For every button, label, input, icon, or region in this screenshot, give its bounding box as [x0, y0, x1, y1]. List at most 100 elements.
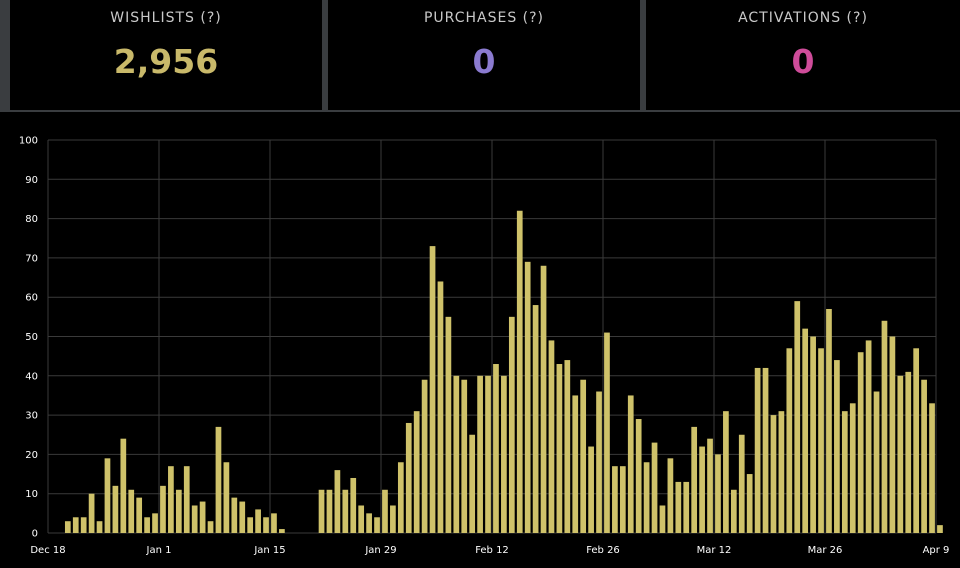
bar: [707, 438, 713, 533]
x-tick-label: Mar 26: [808, 545, 843, 556]
bar: [588, 446, 594, 533]
y-tick-label: 0: [32, 529, 38, 540]
bar: [929, 403, 935, 533]
bar: [80, 517, 87, 533]
bar: [865, 340, 872, 533]
bar: [231, 497, 238, 533]
x-tick-label: Jan 15: [253, 545, 285, 556]
bar: [596, 391, 602, 533]
bar: [72, 517, 79, 533]
y-tick-label: 50: [25, 332, 38, 343]
wishlists-value: 2,956: [113, 42, 219, 81]
bar: [366, 513, 372, 533]
x-tick-label: Jan 29: [364, 545, 396, 556]
bar: [382, 489, 388, 533]
bar: [699, 446, 705, 533]
bar: [421, 379, 428, 533]
activations-value: 0: [791, 42, 815, 81]
bar: [572, 395, 579, 533]
bar: [723, 411, 729, 533]
bar: [445, 316, 452, 533]
bar: [913, 348, 920, 533]
bar: [453, 375, 460, 533]
bar: [683, 481, 690, 533]
bar: [770, 415, 777, 533]
bar: [532, 305, 539, 533]
purchases-stat: PURCHASES (?) 0: [328, 0, 640, 110]
bar: [255, 509, 261, 533]
bar: [786, 348, 793, 533]
bar: [485, 375, 491, 533]
bar: [873, 391, 880, 533]
bar: [461, 379, 468, 533]
y-tick-label: 100: [19, 136, 38, 147]
bar: [580, 379, 587, 533]
bar: [730, 489, 737, 533]
bar: [88, 493, 95, 533]
bar-chart-svg: 0 10 20 30 40 50 60 70 80 90 100 Dec 18 Jan 1 Jan 15 J…: [19, 136, 950, 557]
bar: [136, 497, 143, 533]
bar: [501, 375, 507, 533]
activations-label[interactable]: ACTIVATIONS (?): [738, 10, 868, 26]
bar: [675, 481, 682, 533]
bar: [778, 411, 785, 533]
bar: [207, 521, 214, 533]
x-tick-label: Dec 18: [30, 545, 65, 556]
bar: [762, 367, 769, 533]
bar: [612, 466, 618, 533]
bar: [556, 364, 563, 533]
bar: [802, 328, 809, 533]
bar: [358, 505, 365, 533]
bar: [199, 501, 206, 533]
bar: [191, 505, 198, 533]
bar: [96, 521, 103, 533]
bar: [921, 379, 927, 533]
bar: [183, 466, 190, 533]
bar: [635, 419, 642, 533]
bar: [659, 505, 666, 533]
bar: [548, 340, 555, 533]
bar: [905, 371, 912, 533]
bar: [374, 517, 380, 533]
y-tick-label: 40: [25, 371, 38, 382]
bar: [160, 485, 166, 533]
x-tick-label: Feb 26: [586, 545, 620, 556]
bar: [516, 210, 523, 533]
bar: [437, 281, 444, 533]
bar: [857, 352, 864, 533]
bar: [604, 332, 610, 533]
bar: [841, 411, 848, 533]
bar: [215, 426, 222, 533]
bar: [247, 517, 254, 533]
bar: [64, 521, 71, 533]
bar: [524, 261, 531, 533]
purchases-label[interactable]: PURCHASES (?): [423, 10, 545, 26]
bar: [651, 442, 658, 533]
wishlists-label[interactable]: WISHLISTS (?): [110, 10, 222, 26]
bar: [937, 525, 943, 533]
x-tick-label: Apr 9: [923, 545, 950, 556]
bar: [818, 348, 824, 533]
bar: [334, 470, 341, 533]
bar: [429, 246, 436, 534]
bar: [469, 434, 476, 533]
y-tick-label: 20: [25, 450, 38, 461]
stats-panel: WISHLISTS (?) 2,956 PURCHASES (?) 0 ACTI…: [0, 0, 960, 112]
bar: [881, 320, 888, 533]
bar: [112, 485, 119, 533]
bar: [405, 422, 412, 533]
y-tick-label: 60: [25, 293, 38, 304]
bar: [271, 513, 277, 533]
bar: [477, 375, 483, 533]
bar: [667, 458, 674, 533]
purchases-value: 0: [472, 42, 496, 81]
bar: [754, 367, 761, 533]
bar: [223, 462, 230, 533]
bar: [897, 375, 904, 533]
bar: [849, 403, 856, 533]
bar: [279, 529, 285, 533]
bar: [619, 466, 626, 533]
bar: [691, 426, 698, 533]
bar: [794, 301, 801, 533]
bar: [627, 395, 634, 533]
